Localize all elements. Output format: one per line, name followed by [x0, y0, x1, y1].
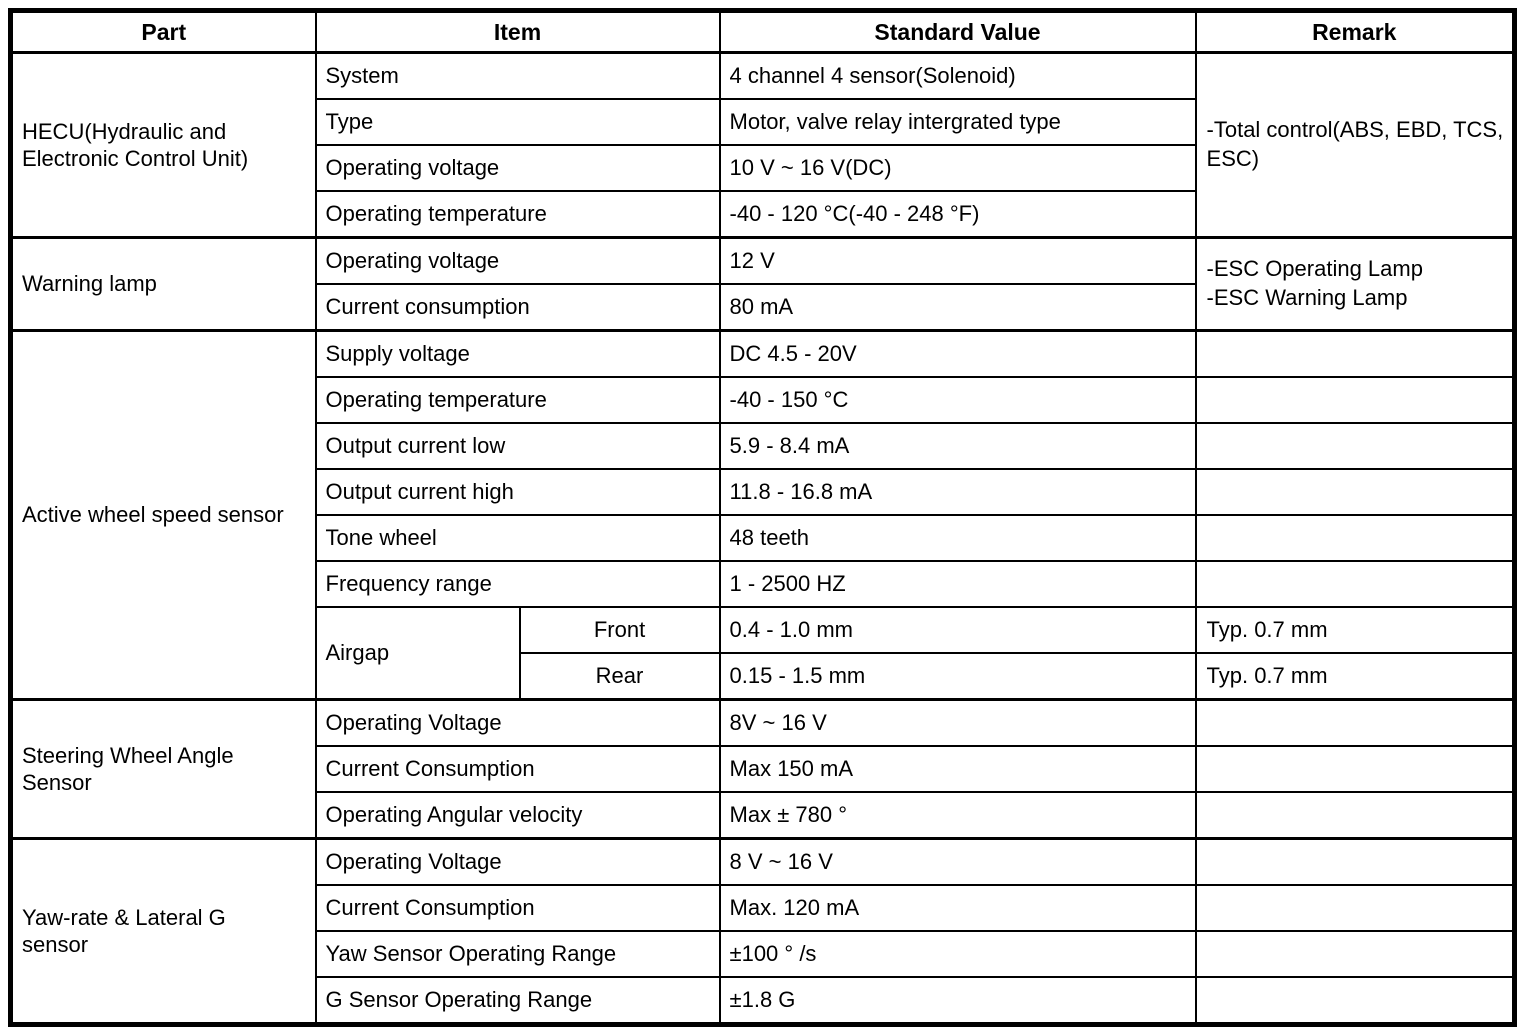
- remark-cell: [1194, 930, 1516, 978]
- item-cell: Current Consumption: [314, 884, 721, 932]
- value-cell: -40 - 120 °C(-40 - 248 °F): [718, 190, 1197, 239]
- item-cell: Operating temperature: [314, 190, 721, 239]
- remark-cell: [1194, 468, 1516, 516]
- item-sub-cell: Front: [518, 606, 721, 654]
- value-cell: Max ± 780 °: [718, 791, 1197, 840]
- table-row: HECU(Hydraulic and Electronic Control Un…: [9, 51, 1516, 239]
- item-cell: Frequency range: [314, 560, 721, 608]
- remark-cell: Typ. 0.7 mm: [1194, 652, 1516, 701]
- item-cell: Operating voltage: [314, 236, 721, 285]
- remark-cell: [1194, 329, 1516, 378]
- value-cell: Max. 120 mA: [718, 884, 1197, 932]
- remark-cell-hecu: -Total control(ABS, EBD, TCS, ESC): [1194, 51, 1516, 239]
- item-cell: Current consumption: [314, 283, 721, 332]
- item-cell: Operating Angular velocity: [314, 791, 721, 840]
- value-cell: 1 - 2500 HZ: [718, 560, 1197, 608]
- value-cell: -40 - 150 °C: [718, 376, 1197, 424]
- value-cell: 0.4 - 1.0 mm: [718, 606, 1197, 654]
- remark-cell: [1194, 698, 1516, 747]
- value-cell: 8 V ~ 16 V: [718, 837, 1197, 886]
- table-row: Tone wheel 48 teeth: [11, 514, 1516, 562]
- table-row: Type Motor, valve relay intergrated type: [11, 98, 1515, 146]
- remark-cell: [1194, 376, 1516, 424]
- item-cell: Operating voltage: [314, 144, 721, 192]
- remark-cell: [1194, 422, 1516, 470]
- remark-line: -ESC Warning Lamp: [1206, 285, 1408, 310]
- table-row: Current Consumption Max. 120 mA: [11, 884, 1516, 932]
- item-cell: G Sensor Operating Range: [314, 976, 721, 1026]
- item-cell: Output current low: [314, 422, 721, 470]
- table-row: Airgap Front 0.4 - 1.0 mm Typ. 0.7 mm: [11, 606, 1516, 701]
- remark-cell: [1194, 837, 1516, 886]
- part-cell-steering-angle-sensor: Steering Wheel Angle Sensor: [9, 698, 317, 840]
- item-cell: Operating temperature: [314, 376, 721, 424]
- table-row: Current consumption 80 mA: [11, 283, 1515, 332]
- part-cell-warning-lamp: Warning lamp: [9, 236, 317, 332]
- remark-cell: Typ. 0.7 mm: [1194, 606, 1516, 654]
- item-cell: Supply voltage: [314, 329, 721, 378]
- item-cell: Operating Voltage: [314, 698, 721, 747]
- value-cell: 8V ~ 16 V: [718, 698, 1197, 747]
- value-cell: Motor, valve relay intergrated type: [718, 98, 1197, 146]
- table-row: Operating temperature -40 - 150 °C: [11, 376, 1516, 424]
- value-cell: DC 4.5 - 20V: [718, 329, 1197, 378]
- value-cell: 11.8 - 16.8 mA: [718, 468, 1197, 516]
- header-row: Part Item Standard Value Remark: [9, 9, 1516, 54]
- table-row: Rear 0.15 - 1.5 mm Typ. 0.7 mm: [11, 652, 1516, 701]
- table-row: Steering Wheel Angle Sensor Operating Vo…: [9, 698, 1516, 840]
- remark-cell: [1194, 791, 1516, 840]
- spec-table: Part Item Standard Value Remark HECU(Hyd…: [8, 8, 1518, 1027]
- remark-cell: [1194, 560, 1516, 608]
- part-cell-hecu: HECU(Hydraulic and Electronic Control Un…: [9, 51, 317, 239]
- remark-cell-warning-lamp: -ESC Operating Lamp -ESC Warning Lamp: [1194, 236, 1516, 332]
- remark-cell: [1194, 884, 1516, 932]
- value-cell: ±100 ° /s: [718, 930, 1197, 978]
- value-cell: Max 150 mA: [718, 745, 1197, 793]
- col-header-part: Part: [9, 9, 317, 54]
- table-row: Warning lamp Operating voltage 12 V -ESC…: [9, 236, 1516, 332]
- value-cell: 80 mA: [718, 283, 1197, 332]
- item-cell: System: [314, 51, 721, 100]
- table-row: Operating temperature -40 - 120 °C(-40 -…: [11, 190, 1515, 239]
- remark-cell: [1194, 514, 1516, 562]
- item-cell: Output current high: [314, 468, 721, 516]
- table-row: Output current low 5.9 - 8.4 mA: [11, 422, 1516, 470]
- col-header-item: Item: [314, 9, 721, 54]
- table-row: Operating voltage 10 V ~ 16 V(DC): [11, 144, 1515, 192]
- item-cell: Operating Voltage: [314, 837, 721, 886]
- value-cell: 10 V ~ 16 V(DC): [718, 144, 1197, 192]
- table-row: Operating Angular velocity Max ± 780 °: [11, 791, 1516, 840]
- part-cell-wheel-speed-sensor: Active wheel speed sensor: [9, 329, 317, 701]
- table-row: Current Consumption Max 150 mA: [11, 745, 1516, 793]
- remark-line: -ESC Operating Lamp: [1206, 256, 1423, 282]
- item-cell: Tone wheel: [314, 514, 721, 562]
- remark-cell: [1194, 745, 1516, 793]
- value-cell: 0.15 - 1.5 mm: [718, 652, 1197, 701]
- item-sub-cell: Rear: [518, 652, 721, 701]
- value-cell: 48 teeth: [718, 514, 1197, 562]
- item-cell: Type: [314, 98, 721, 146]
- item-cell: Yaw Sensor Operating Range: [314, 930, 721, 978]
- value-cell: 4 channel 4 sensor(Solenoid): [718, 51, 1197, 100]
- col-header-standard-value: Standard Value: [718, 9, 1197, 54]
- item-cell: Current Consumption: [314, 745, 721, 793]
- remark-cell: [1194, 976, 1516, 1026]
- document-page: Part Item Standard Value Remark HECU(Hyd…: [8, 8, 1518, 1027]
- table-row: Yaw-rate & Lateral G sensor Operating Vo…: [9, 837, 1516, 1026]
- table-row: Output current high 11.8 - 16.8 mA: [11, 468, 1516, 516]
- value-cell: 5.9 - 8.4 mA: [718, 422, 1197, 470]
- table-row: Active wheel speed sensor Supply voltage…: [9, 329, 1516, 701]
- item-group-cell-airgap: Airgap: [314, 606, 521, 701]
- part-cell-yaw-rate-sensor: Yaw-rate & Lateral G sensor: [9, 837, 317, 1026]
- col-header-remark: Remark: [1194, 9, 1516, 54]
- value-cell: 12 V: [718, 236, 1197, 285]
- table-row: Frequency range 1 - 2500 HZ: [11, 560, 1516, 608]
- value-cell: ±1.8 G: [718, 976, 1197, 1026]
